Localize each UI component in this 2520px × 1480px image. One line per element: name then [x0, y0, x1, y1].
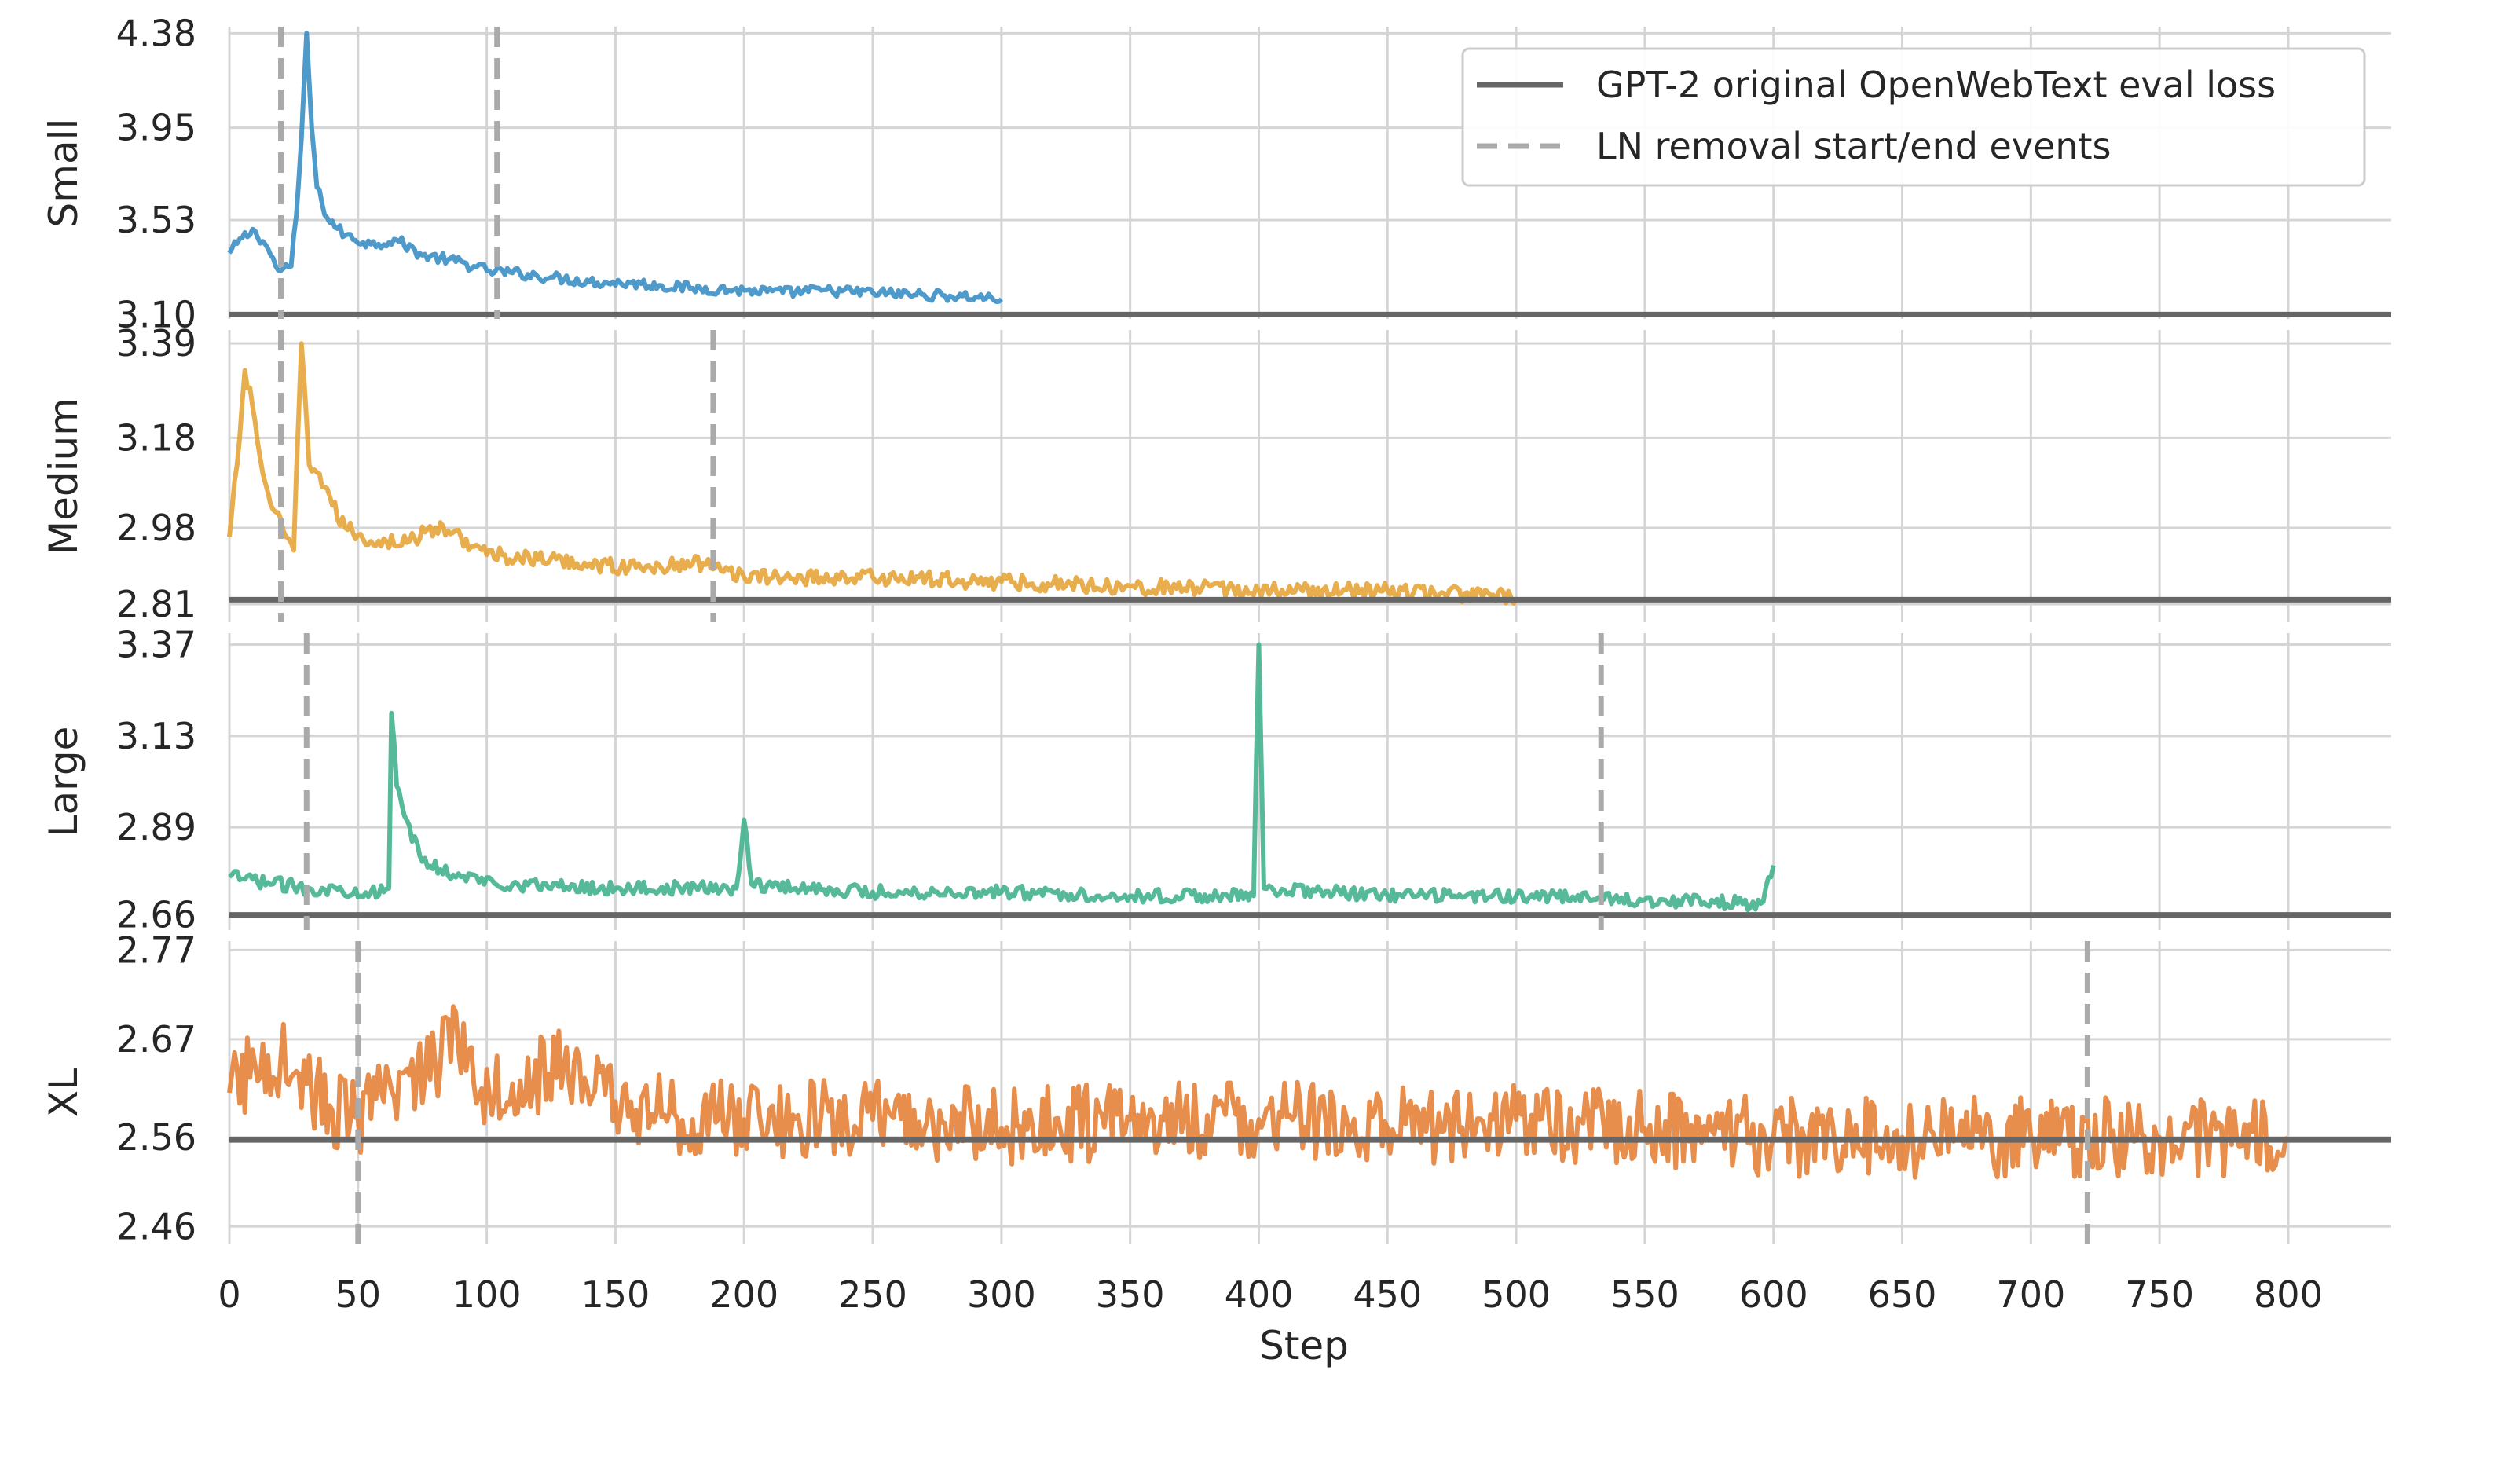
x-tick-label: 250 — [838, 1273, 907, 1316]
y-tick-label: 3.39 — [116, 322, 196, 365]
panel-medium: 2.81 2.98 3.18 3.39 Medium — [41, 322, 2391, 625]
x-tick-label: 400 — [1225, 1273, 1294, 1316]
y-tick-label: 3.13 — [116, 715, 196, 757]
y-axis-label: Medium — [41, 397, 86, 555]
legend: GPT-2 original OpenWebText eval loss LN … — [1461, 47, 2366, 187]
series-line-xl — [227, 1004, 2290, 1180]
legend-event-label: LN removal start/end events — [1596, 125, 2112, 167]
x-tick-label: 750 — [2125, 1273, 2194, 1316]
series-line-medium — [227, 341, 1518, 606]
series-line-small — [227, 31, 1003, 304]
x-tick-label: 550 — [1610, 1273, 1679, 1316]
x-tick-label: 600 — [1739, 1273, 1808, 1316]
x-tick-label: 450 — [1353, 1273, 1422, 1316]
x-axis-label: Step — [1259, 1323, 1349, 1368]
y-tick-label: 2.66 — [116, 894, 196, 936]
panel-large: 2.66 2.89 3.13 3.37 Large — [41, 624, 2391, 936]
x-tick-label: 650 — [1868, 1273, 1937, 1316]
x-tick-label: 50 — [335, 1273, 382, 1316]
y-axis-label: Small — [41, 119, 86, 228]
x-tick-label: 200 — [709, 1273, 778, 1316]
x-tick-label: 0 — [218, 1273, 240, 1316]
y-tick-label: 2.77 — [116, 929, 196, 971]
x-tick-label: 300 — [967, 1273, 1036, 1316]
x-tick-label: 800 — [2254, 1273, 2323, 1316]
y-tick-label: 3.37 — [116, 624, 196, 666]
y-tick-label: 2.46 — [116, 1205, 196, 1247]
panel-xl: 2.46 2.56 2.67 2.77 XL — [41, 929, 2391, 1247]
series-line-large — [228, 642, 1776, 913]
y-tick-label: 3.10 — [116, 293, 196, 335]
x-tick-label: 100 — [452, 1273, 522, 1316]
y-tick-label: 4.38 — [116, 12, 196, 54]
y-tick-label: 2.98 — [116, 507, 196, 549]
legend-box — [1461, 47, 2366, 187]
legend-baseline-label: GPT-2 original OpenWebText eval loss — [1596, 64, 2276, 106]
y-tick-label: 3.95 — [116, 107, 196, 149]
x-tick-label: 700 — [1996, 1273, 2065, 1316]
y-tick-label: 2.81 — [116, 583, 196, 625]
y-tick-label: 3.18 — [116, 416, 196, 459]
x-axis: 0 50 100 150 200 250 300 350 400 450 500 550 600 650 7… — [218, 1273, 2322, 1316]
y-tick-label: 2.56 — [116, 1116, 196, 1159]
y-tick-label: 3.53 — [116, 199, 196, 241]
x-tick-label: 350 — [1096, 1273, 1165, 1316]
x-tick-label: 500 — [1482, 1273, 1551, 1316]
y-axis-label: XL — [41, 1068, 86, 1117]
panels: 3.10 3.53 3.95 4.38 Small 2.81 2.98 3.18 3.39 Med… — [41, 12, 2391, 1247]
y-tick-label: 2.67 — [116, 1018, 196, 1061]
y-tick-label: 2.89 — [116, 806, 196, 848]
x-tick-label: 150 — [581, 1273, 650, 1316]
y-axis-label: Large — [41, 727, 86, 837]
